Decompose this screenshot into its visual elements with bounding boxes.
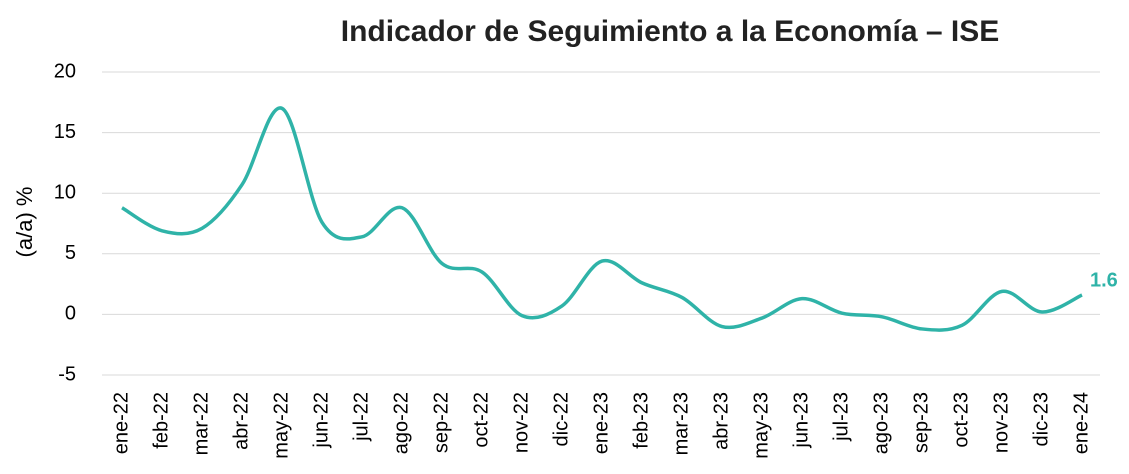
x-tick-label: abr-22	[230, 392, 252, 450]
x-tick-label: sep-22	[430, 392, 452, 453]
x-tick-label: oct-23	[950, 392, 972, 448]
y-tick-label: -5	[58, 363, 76, 385]
chart-title: Indicador de Seguimiento a la Economía –…	[341, 15, 1000, 48]
x-tick-label: jul-22	[350, 392, 372, 442]
y-tick-label: 5	[65, 242, 76, 264]
x-tick-label: ago-23	[870, 392, 892, 454]
x-tick-label: mar-23	[670, 392, 692, 455]
x-tick-label: ene-24	[1070, 392, 1092, 454]
x-tick-label: sep-23	[910, 392, 932, 453]
x-tick-label: jun-23	[790, 392, 812, 449]
data-label: 1.6	[1090, 269, 1118, 291]
x-tick-label: ene-23	[590, 392, 612, 454]
x-tick-label: ago-22	[390, 392, 412, 454]
data-line	[121, 106, 1083, 332]
x-tick-label: ene-22	[110, 392, 132, 454]
x-tick-label: may-23	[750, 392, 772, 459]
x-tick-label: jul-23	[830, 392, 852, 442]
x-tick-label: nov-23	[990, 392, 1012, 453]
x-tick-label: abr-23	[710, 392, 732, 450]
y-tick-label: 0	[65, 303, 76, 325]
x-tick-label: mar-22	[190, 392, 212, 455]
y-axis-label: (a/a) %	[12, 187, 37, 258]
x-tick-label: feb-22	[150, 392, 172, 449]
y-tick-label: 15	[54, 121, 76, 143]
x-tick-label: dic-22	[550, 392, 572, 446]
x-tick-label: dic-23	[1030, 392, 1052, 446]
x-tick-label: nov-22	[510, 392, 532, 453]
x-tick-label: jun-22	[310, 392, 332, 449]
y-tick-label: 20	[54, 60, 76, 82]
y-tick-label: 10	[54, 181, 76, 203]
x-tick-label: may-22	[270, 392, 292, 459]
x-tick-label: feb-23	[630, 392, 652, 449]
x-tick-label: oct-22	[470, 392, 492, 448]
